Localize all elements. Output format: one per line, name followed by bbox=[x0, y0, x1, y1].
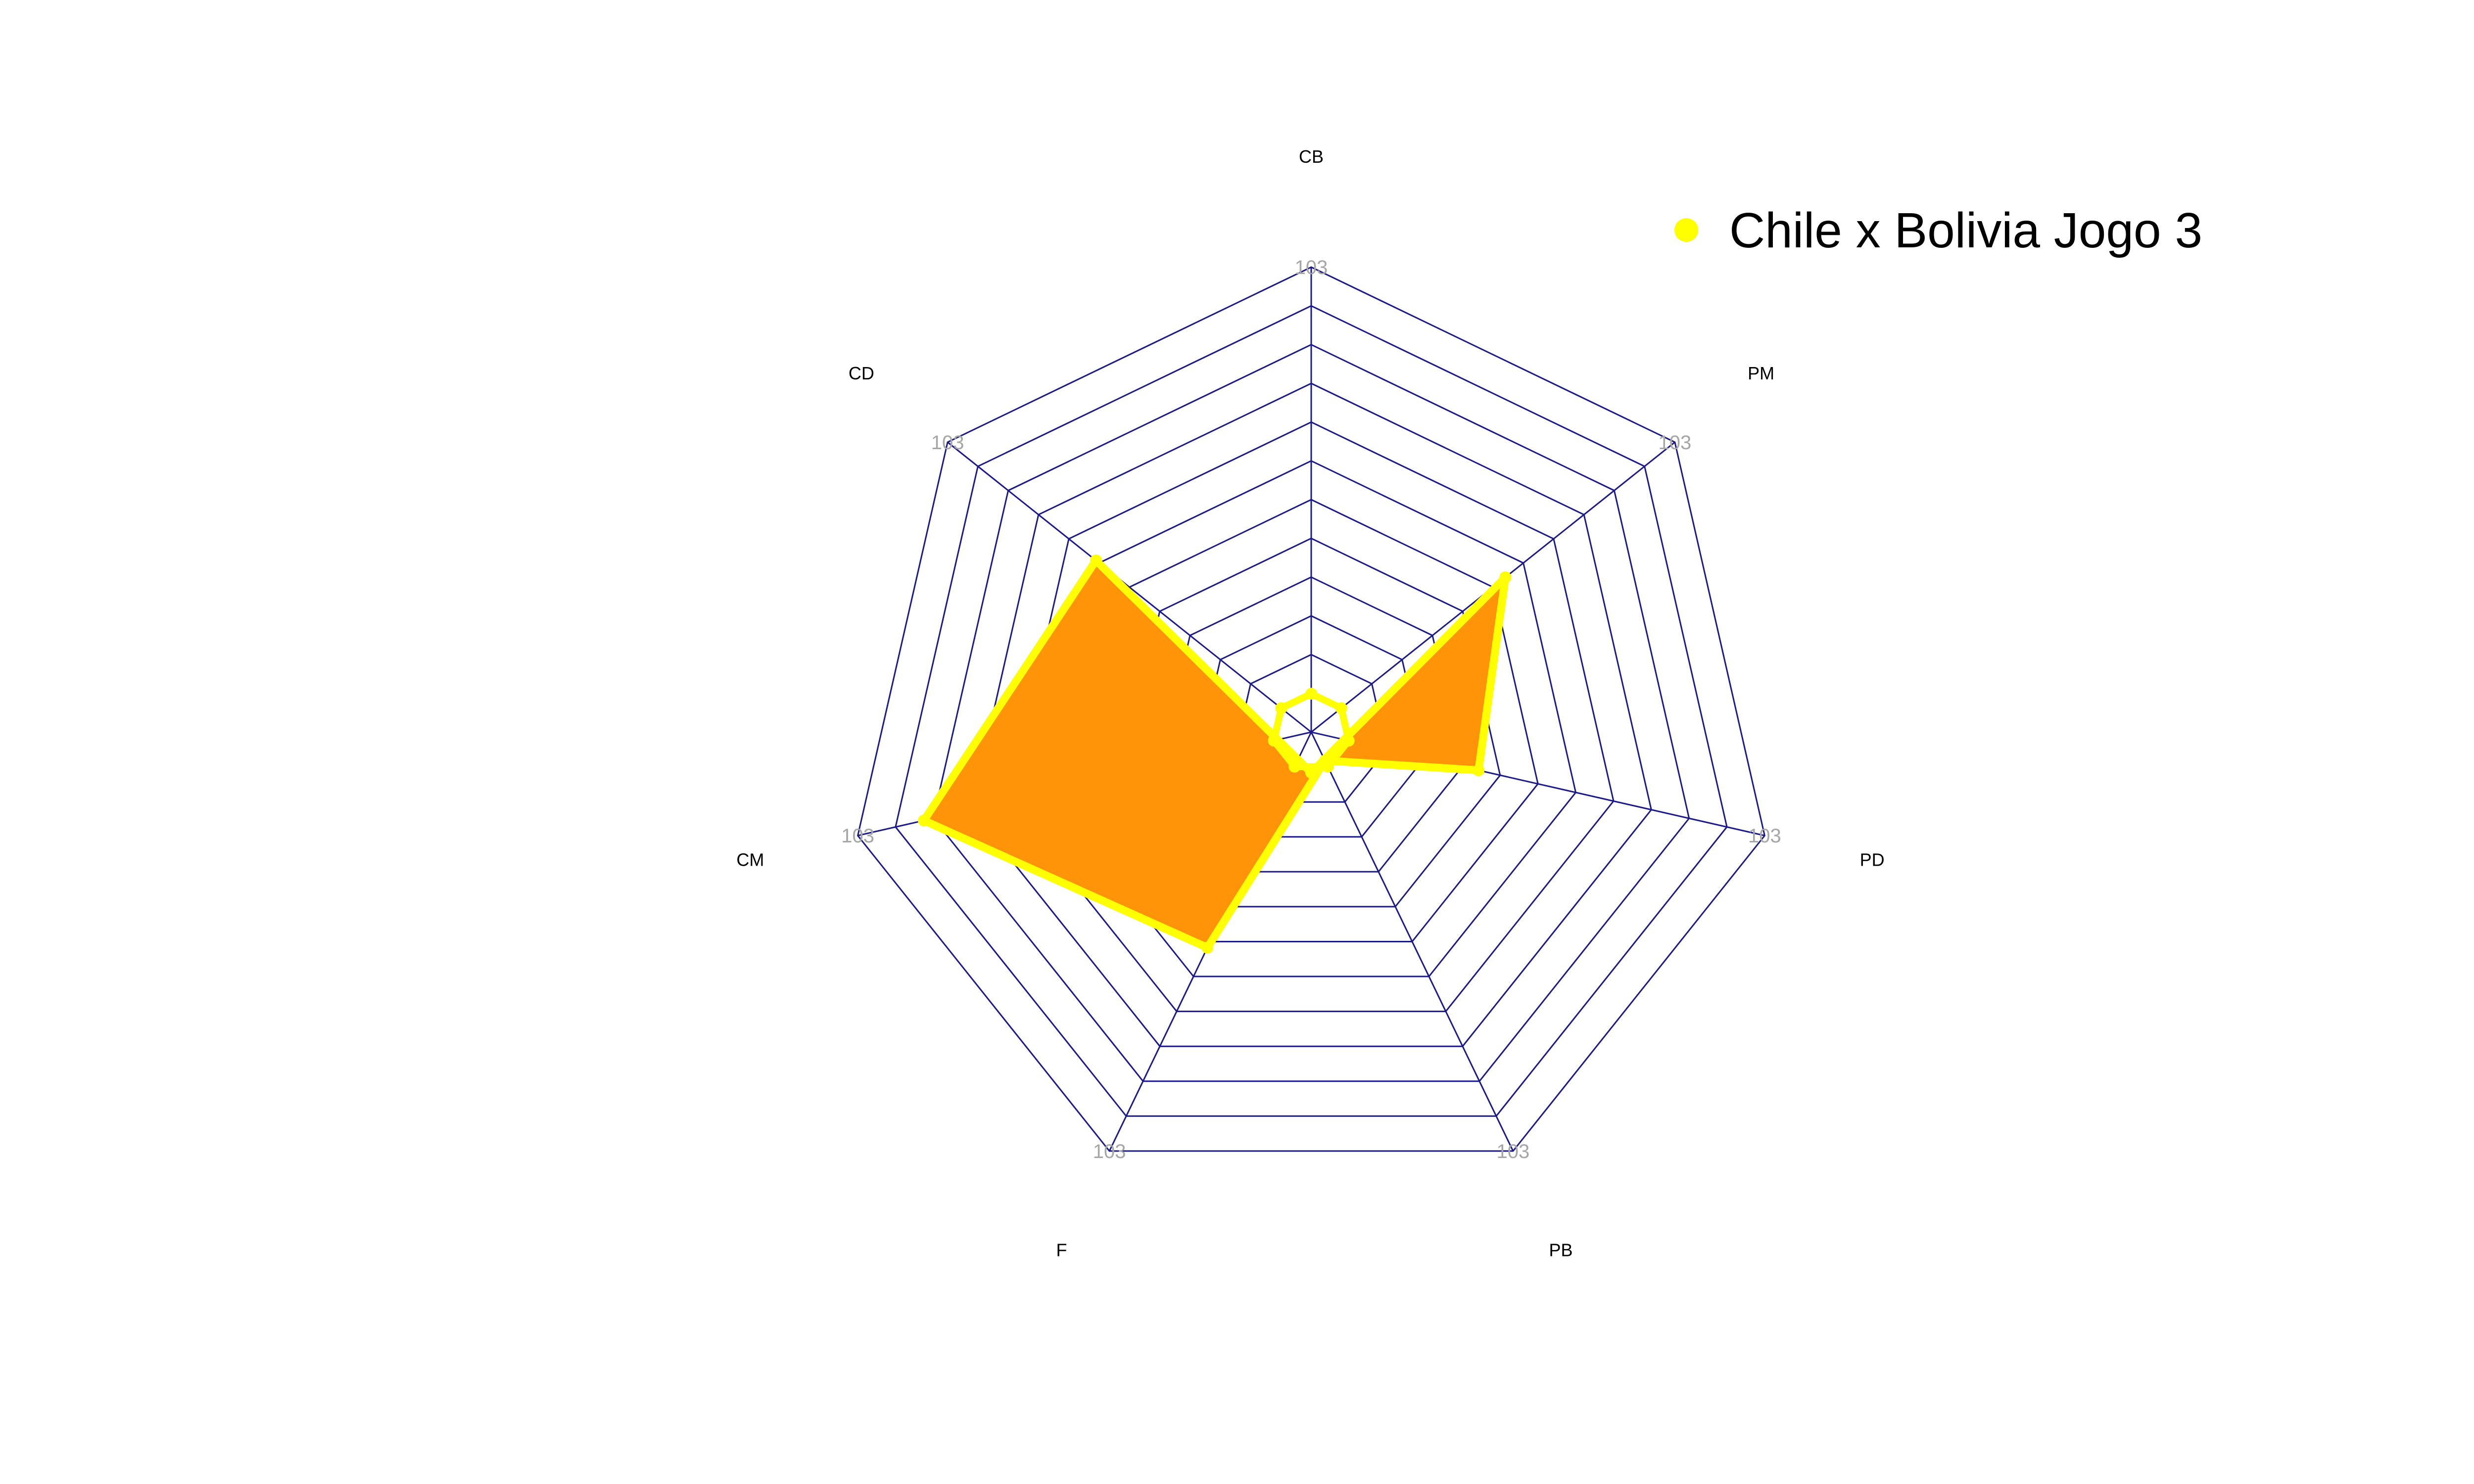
grid-spoke bbox=[1310, 732, 1514, 1152]
inner-ring-point bbox=[1268, 735, 1280, 747]
max-value-label: 103 bbox=[841, 825, 874, 847]
inner-ring-point bbox=[1335, 702, 1347, 714]
axis-label-pm: PM bbox=[1748, 363, 1774, 383]
legend-marker bbox=[1674, 218, 1698, 242]
axis-label-cm: CM bbox=[736, 850, 764, 870]
grid-ring bbox=[895, 305, 1728, 1117]
series-point bbox=[1473, 764, 1485, 777]
grid-ring bbox=[1008, 421, 1615, 1013]
legend-label: Chile x Bolivia Jogo 3 bbox=[1729, 203, 2202, 258]
max-value-label: 103 bbox=[931, 432, 964, 454]
series-point bbox=[1090, 554, 1102, 566]
grid-ring bbox=[856, 266, 1766, 1152]
axis-label-f: F bbox=[1056, 1240, 1067, 1260]
max-value-label: 103 bbox=[1748, 825, 1781, 847]
axis-label-pb: PB bbox=[1549, 1240, 1572, 1260]
grid-spoke bbox=[947, 441, 1312, 733]
max-value-label: 103 bbox=[1295, 257, 1328, 278]
inner-ring-point bbox=[1275, 702, 1287, 714]
inner-ring-point bbox=[1288, 760, 1301, 773]
series-area bbox=[920, 556, 1510, 952]
inner-ring-point bbox=[1305, 688, 1317, 700]
max-value-label: 103 bbox=[1659, 432, 1692, 454]
axis-label-pd: PD bbox=[1860, 850, 1885, 870]
axis-labels: 103 CB 103 PM 103 PD 103 PB 103 F 103 CM 103 CD bbox=[736, 146, 1884, 1260]
axis-label-cd: CD bbox=[849, 363, 874, 383]
series-point bbox=[1201, 941, 1214, 954]
series-point bbox=[1499, 571, 1512, 583]
grid-ring bbox=[970, 382, 1652, 1047]
max-value-label: 103 bbox=[1093, 1141, 1126, 1162]
inner-ring-point bbox=[1322, 760, 1334, 773]
grid-ring bbox=[932, 344, 1690, 1082]
legend: Chile x Bolivia Jogo 3 bbox=[1674, 203, 2202, 258]
series-point bbox=[918, 814, 930, 827]
max-value-label: 103 bbox=[1497, 1141, 1530, 1162]
inner-ring-point bbox=[1342, 735, 1355, 747]
series-layer bbox=[918, 554, 1512, 954]
grid-ring bbox=[1235, 653, 1388, 803]
inner-ring bbox=[1268, 688, 1355, 773]
axis-label-cb: CB bbox=[1299, 146, 1324, 167]
